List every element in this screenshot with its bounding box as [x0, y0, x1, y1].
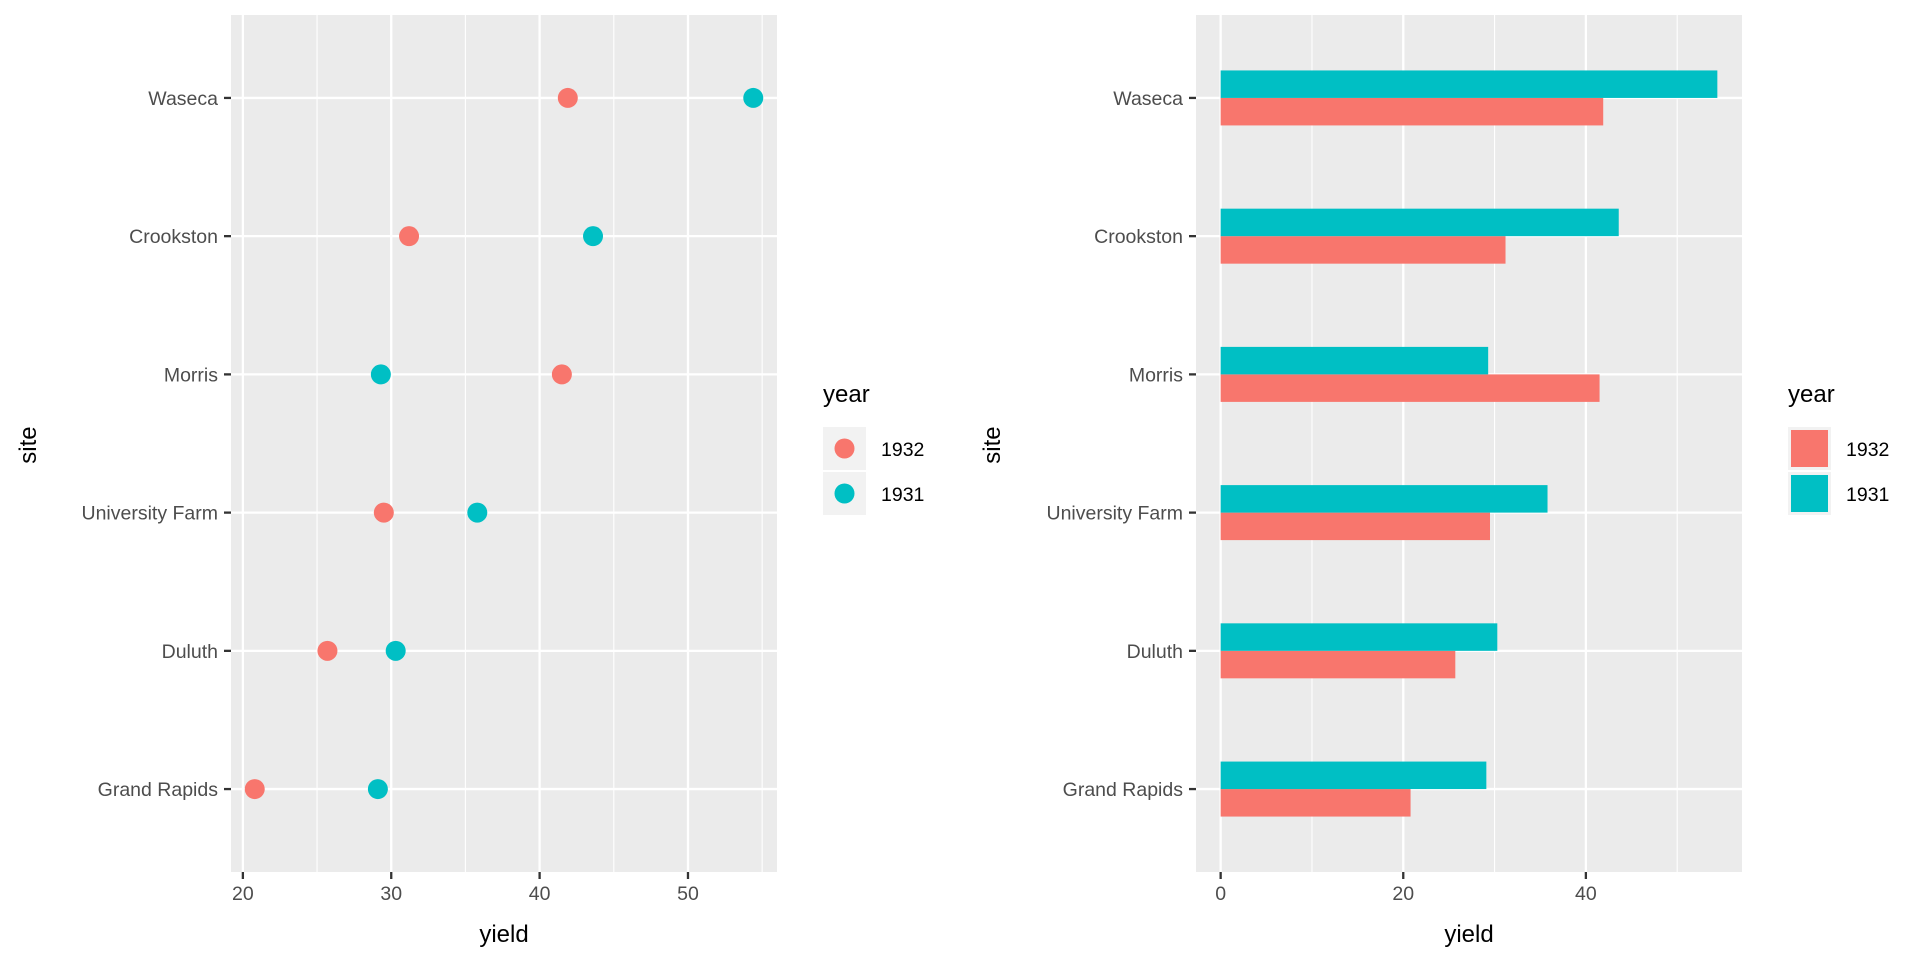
dot-chart-legend-key-1931 [834, 483, 855, 504]
dot-chart-y-tick-label-duluth: Duluth [162, 641, 218, 663]
bar-chart-y-tick-label-morris: Morris [1129, 364, 1183, 386]
dot-chart-legend: year 1932 1931 [823, 381, 924, 515]
dot-chart-legend-label-1932: 1932 [881, 439, 924, 461]
bar-chart-marks [1220, 70, 1718, 817]
dot-chart-point-1931-morris [370, 364, 391, 385]
bar-chart-bar-1932-waseca [1220, 97, 1604, 126]
bar-chart-y-tick-label-grand-rapids: Grand Rapids [1063, 779, 1184, 801]
bar-chart-x-axis-title: yield [1444, 921, 1493, 948]
dot-chart-point-1931-crookston [583, 226, 604, 247]
bar-chart-bar-1931-duluth [1220, 623, 1498, 651]
bar-chart-bar-1931-crookston [1220, 208, 1619, 237]
bar-chart-x-tick-label: 0 [1215, 883, 1226, 905]
bar-chart: Grand Rapids Duluth University Farm Morris C… [979, 15, 1889, 948]
dot-chart-x-tick-label: 50 [677, 883, 699, 905]
bar-chart-bar-1931-waseca [1220, 70, 1718, 98]
dot-chart-y-tick-label-crookston: Crookston [129, 226, 218, 248]
dot-chart-point-1931-university-farm [467, 502, 488, 523]
dot-chart-x-axis-title: yield [479, 921, 528, 948]
dot-chart-point-1932-duluth [317, 640, 338, 661]
dot-chart-legend-label-1931: 1931 [881, 484, 924, 506]
dot-chart-y-tick-label-university-farm: University Farm [81, 503, 218, 525]
bar-chart-plot-background [1196, 15, 1742, 872]
bar-chart-bar-1932-university-farm [1220, 512, 1490, 541]
bar-chart-bar-1932-duluth [1220, 650, 1456, 679]
dot-chart-point-1932-crookston [399, 226, 420, 247]
dot-chart-y-tick-label-waseca: Waseca [148, 88, 218, 110]
dot-chart: Grand Rapids Duluth University Farm Morris C… [15, 15, 924, 948]
dot-chart-x-tick-label: 40 [529, 883, 551, 905]
bar-chart-y-axis: Grand Rapids Duluth University Farm Morris C… [1046, 88, 1196, 801]
dot-chart-point-1932-waseca [557, 87, 578, 108]
dot-chart-legend-title: year [823, 381, 870, 408]
bar-chart-bar-1931-morris [1220, 346, 1489, 375]
bar-chart-x-tick-label: 40 [1575, 883, 1597, 905]
bar-chart-bar-1931-grand-rapids [1220, 761, 1487, 790]
bar-chart-bar-1932-grand-rapids [1220, 789, 1411, 817]
bar-chart-x-tick-label: 20 [1392, 883, 1414, 905]
bar-chart-legend-title: year [1788, 381, 1835, 408]
bar-chart-y-tick-label-crookston: Crookston [1094, 226, 1183, 248]
dot-chart-point-1931-duluth [385, 640, 406, 661]
bar-chart-legend-label-1931: 1931 [1846, 484, 1889, 506]
dot-chart-gridlines [231, 15, 777, 872]
bar-chart-y-tick-label-duluth: Duluth [1127, 641, 1183, 663]
bar-chart-legend-key-1931 [1791, 475, 1828, 512]
bar-chart-legend-label-1932: 1932 [1846, 439, 1889, 461]
dot-chart-y-tick-label-grand-rapids: Grand Rapids [98, 779, 219, 801]
bar-chart-legend: year 1932 1931 [1788, 381, 1889, 515]
dot-chart-y-axis-title: site [15, 426, 42, 463]
dot-chart-plot-background [231, 15, 777, 872]
bar-chart-bar-1932-morris [1220, 374, 1600, 402]
dot-chart-point-1931-waseca [743, 87, 764, 108]
dot-chart-point-1932-morris [551, 364, 572, 385]
bar-chart-bar-1931-university-farm [1220, 485, 1548, 513]
bar-chart-bar-1932-crookston [1220, 236, 1506, 264]
dot-chart-point-1932-university-farm [373, 502, 394, 523]
dot-chart-x-tick-label: 30 [380, 883, 402, 905]
bar-chart-y-tick-label-university-farm: University Farm [1046, 503, 1183, 525]
bar-chart-y-tick-label-waseca: Waseca [1113, 88, 1183, 110]
bar-chart-x-axis: 0 20 40 [1215, 872, 1597, 905]
bar-chart-legend-key-1932 [1791, 430, 1828, 467]
dot-chart-legend-key-1932 [834, 438, 855, 459]
dot-chart-x-tick-label: 20 [232, 883, 254, 905]
dot-chart-marks [244, 87, 764, 800]
dot-chart-x-axis: 20 30 40 50 [232, 872, 699, 905]
dot-chart-y-tick-label-morris: Morris [164, 364, 218, 386]
dot-chart-point-1932-grand-rapids [244, 779, 265, 800]
bar-chart-y-axis-title: site [979, 426, 1006, 463]
dot-chart-point-1931-grand-rapids [367, 779, 388, 800]
dot-chart-y-axis: Grand Rapids Duluth University Farm Morris C… [81, 88, 231, 801]
